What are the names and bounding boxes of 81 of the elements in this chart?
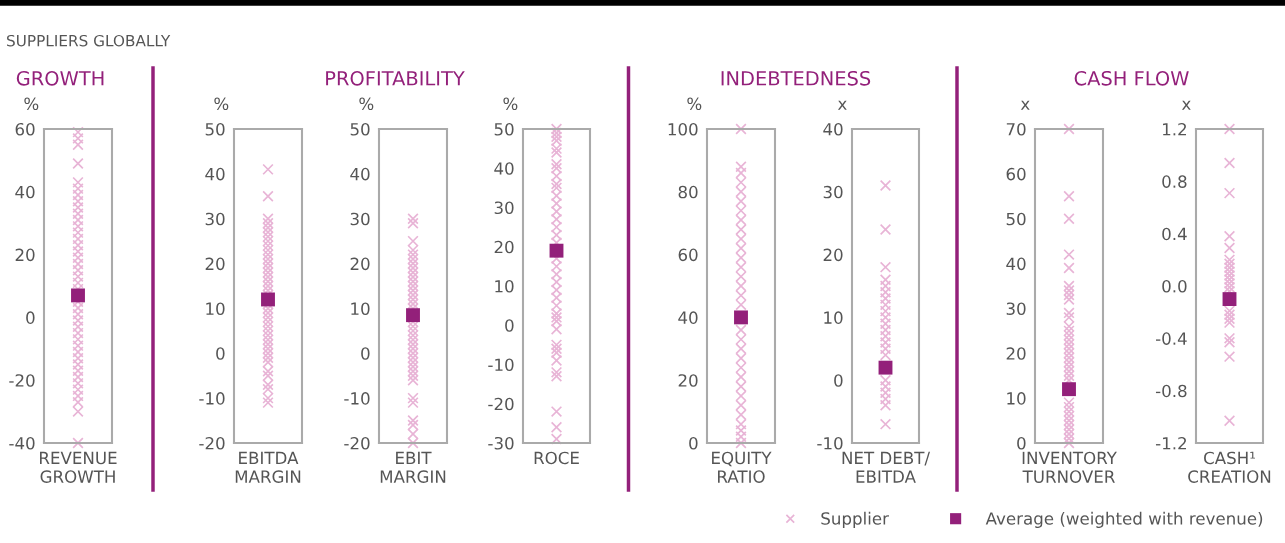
y-tick-label: 20: [350, 257, 370, 271]
y-tick-label: 40: [823, 122, 843, 136]
y-tick-label: 40: [205, 167, 225, 181]
y-tick-label: 30: [494, 201, 514, 215]
y-tick-label: 60: [1006, 167, 1026, 181]
y-axis-title: %: [503, 97, 518, 111]
y-tick-label: 20: [1006, 347, 1026, 360]
y-tick-label: 60: [678, 248, 698, 262]
y-tick-label: 100: [668, 122, 698, 136]
x-tick-label: CASH¹ CREATION: [1188, 451, 1271, 483]
y-tick-label: 0.8: [1162, 175, 1187, 188]
y-tick-label: 10: [495, 279, 514, 293]
y-tick-label: 30: [1006, 302, 1026, 315]
chart-title: PROFITABILITY: [326, 70, 465, 86]
y-tick-label: 50: [350, 122, 370, 136]
y-tick-label: -20: [199, 436, 225, 450]
y-tick-label: 30: [350, 212, 370, 226]
y-tick-label: -10: [199, 392, 225, 405]
y-tick-label: -20: [344, 436, 370, 450]
y-axis-title: %: [359, 97, 374, 111]
y-axis-title: x: [1181, 100, 1191, 110]
legend-label: Supplier: [821, 511, 889, 528]
y-tick-label: -0.8: [1155, 384, 1187, 398]
y-tick-label: 40: [678, 311, 698, 324]
x-tick-label: EBIT MARGIN: [380, 451, 446, 483]
chart-title: GROWTH: [16, 70, 104, 86]
y-tick-label: 10: [351, 302, 370, 315]
y-tick-label: 10: [206, 302, 225, 315]
y-tick-label: 0: [834, 374, 843, 387]
y-tick-label: 30: [823, 185, 843, 199]
y-tick-label: -40: [9, 436, 35, 450]
y-tick-label: 40: [494, 162, 514, 175]
y-tick-label: 10: [1007, 392, 1026, 405]
y-tick-label: -30: [488, 436, 514, 450]
y-tick-label: 60: [15, 122, 35, 136]
y-tick-label: 70: [1006, 122, 1026, 136]
y-axis-title: %: [214, 97, 229, 111]
y-tick-label: 20: [15, 248, 35, 262]
y-tick-label: 0: [361, 347, 370, 360]
y-tick-label: 0: [1017, 436, 1026, 450]
y-tick-label: 40: [15, 185, 35, 199]
y-tick-label: -10: [488, 358, 514, 372]
y-tick-label: 50: [205, 122, 225, 136]
chart-subtitle: SUPPLIERS GLOBALLY: [7, 34, 171, 47]
y-axis-title: x: [1020, 100, 1030, 110]
y-tick-label: 0: [26, 311, 35, 324]
x-tick-label: INVENTORY TURNOVER: [1022, 451, 1117, 483]
y-tick-label: 40: [350, 167, 370, 181]
x-tick-label: EBITDA MARGIN: [235, 451, 301, 483]
y-tick-label: 0.4: [1162, 227, 1187, 241]
y-tick-label: -1.2: [1155, 436, 1186, 450]
y-tick-label: 0.0: [1162, 279, 1187, 293]
y-tick-label: 1.2: [1162, 122, 1186, 136]
chart-title: INDEBTEDNESS: [721, 70, 871, 86]
y-tick-label: 50: [1006, 212, 1026, 226]
y-tick-label: 80: [678, 185, 698, 199]
x-tick-label: NET DEBT/ EBITDA: [842, 451, 931, 483]
y-tick-label: 20: [494, 240, 514, 254]
x-tick-label: ROCE: [534, 451, 579, 465]
y-tick-label: 50: [494, 122, 514, 136]
y-tick-label: 0: [216, 347, 225, 360]
y-tick-label: 20: [678, 374, 698, 387]
y-axis-title: %: [687, 97, 702, 111]
x-tick-label: EQUITY RATIO: [712, 451, 772, 483]
y-tick-label: 10: [824, 311, 843, 324]
y-tick-label: -10: [344, 392, 370, 405]
y-tick-label: 0: [689, 436, 698, 450]
y-tick-label: 30: [205, 212, 225, 226]
y-tick-label: 20: [823, 248, 843, 262]
y-tick-label: -0.4: [1155, 332, 1187, 345]
y-tick-label: 0: [505, 319, 514, 332]
x-tick-label: REVENUE GROWTH: [40, 451, 117, 483]
y-tick-label: 20: [205, 257, 225, 271]
y-tick-label: 40: [1006, 257, 1026, 271]
y-tick-label: -10: [817, 436, 843, 450]
y-tick-label: -20: [488, 397, 514, 411]
y-axis-title: %: [24, 97, 39, 111]
y-axis-title: x: [837, 100, 847, 110]
y-tick-label: -20: [9, 374, 35, 387]
legend-label: Average (weighted with revenue): [985, 511, 1263, 528]
chart-title: CASH FLOW: [1074, 70, 1189, 86]
